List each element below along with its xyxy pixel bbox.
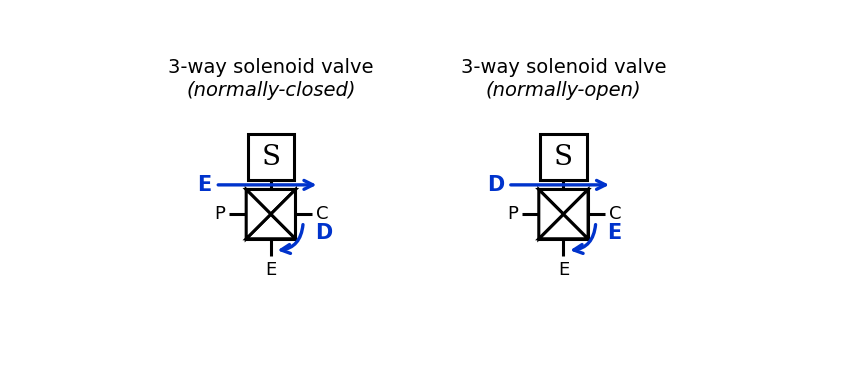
FancyBboxPatch shape xyxy=(247,134,294,180)
Text: (normally-closed): (normally-closed) xyxy=(186,81,355,100)
Text: C: C xyxy=(609,205,621,223)
Polygon shape xyxy=(538,189,588,239)
Text: E: E xyxy=(265,261,276,279)
Text: D: D xyxy=(487,175,504,195)
Polygon shape xyxy=(247,189,270,239)
Text: S: S xyxy=(261,143,281,171)
Text: E: E xyxy=(607,223,621,243)
Polygon shape xyxy=(247,214,295,239)
Text: 3-way solenoid valve: 3-way solenoid valve xyxy=(168,58,373,77)
Text: P: P xyxy=(507,205,518,223)
Text: C: C xyxy=(316,205,329,223)
Text: P: P xyxy=(215,205,225,223)
Text: D: D xyxy=(315,223,332,243)
Text: 3-way solenoid valve: 3-way solenoid valve xyxy=(461,58,666,77)
FancyBboxPatch shape xyxy=(540,134,586,180)
Text: S: S xyxy=(554,143,573,171)
Text: (normally-open): (normally-open) xyxy=(485,81,641,100)
Text: E: E xyxy=(197,175,211,195)
Polygon shape xyxy=(538,189,588,214)
Polygon shape xyxy=(538,189,563,239)
Polygon shape xyxy=(247,189,295,239)
Text: E: E xyxy=(558,261,569,279)
Polygon shape xyxy=(538,214,588,239)
Polygon shape xyxy=(563,189,588,239)
Polygon shape xyxy=(247,189,295,214)
Polygon shape xyxy=(270,189,295,239)
